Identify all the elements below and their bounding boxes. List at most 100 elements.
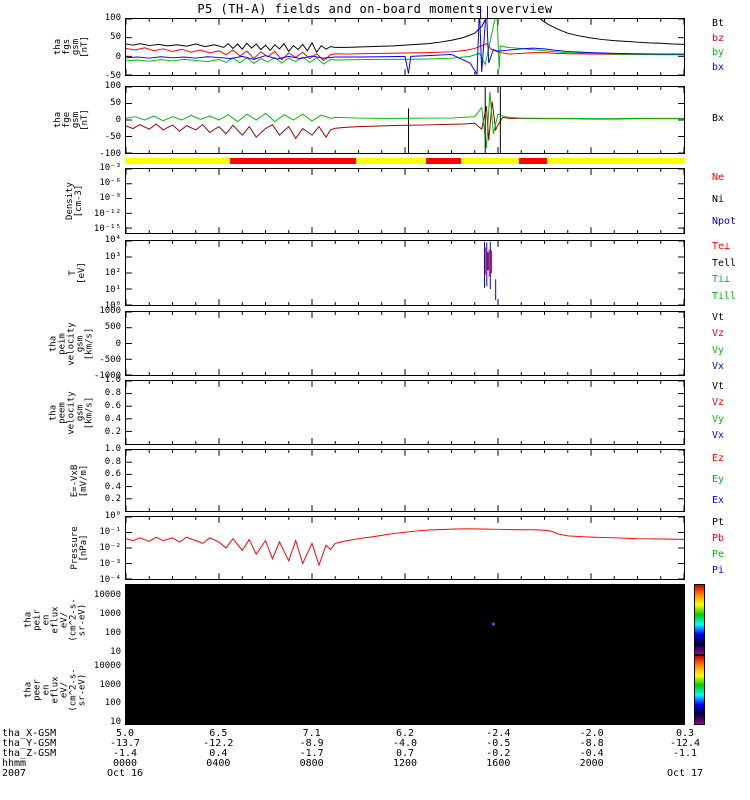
legend-by: by (712, 47, 725, 59)
axis-row-value: -12.4 (669, 738, 701, 749)
legend-Ne: Ne (712, 172, 725, 183)
axis-row-value: -8.9 (299, 738, 324, 749)
ytick-label-temperature: 10³ (104, 251, 121, 262)
panel-velocity-ion (125, 311, 685, 376)
ytick-label-efield: 0.8 (104, 456, 121, 467)
ytick-label-pressure: 10⁰ (104, 511, 121, 521)
y-axis-label-pressure: Pressure [nPa] (70, 526, 89, 570)
ytick-label-fgs: 0 (115, 51, 121, 62)
series-b-darkred (126, 101, 684, 141)
axis-row-value: -8.8 (579, 738, 604, 749)
panel-efield (125, 449, 685, 512)
panel-canvas-fgs (126, 19, 684, 75)
ytick-label-temperature: 10⁰ (104, 301, 121, 311)
panel-canvas-velocity-electron (126, 381, 684, 444)
axis-row-label: hhmm (2, 758, 27, 769)
legend-Vx: Vx (712, 429, 725, 441)
colorbar (694, 584, 705, 655)
ytick-label-temperature: 10¹ (104, 284, 121, 295)
ytick-label-fgs: 50 (110, 32, 121, 43)
field-spike-line (486, 6, 488, 18)
axis-row-value: 7.1 (302, 728, 321, 739)
ytick-label-spectrogram-ion: 10 (110, 647, 121, 658)
legend-Ex: Ex (712, 494, 725, 506)
axis-row-value: 1200 (392, 758, 418, 769)
axis-row-value: 0.3 (675, 728, 695, 739)
ytick-label-velocity-electron: 0.6 (104, 401, 121, 411)
ytick-label-efield: 0.6 (104, 469, 121, 480)
ytick-label-density: 10⁻¹⁵ (93, 223, 121, 234)
y-axis-label-density: Density [cm-3] (65, 182, 84, 220)
ytick-label-spectrogram-ion: 100 (104, 628, 121, 639)
y-axis-label-fgs: tha fgs gsm [nT] (53, 36, 90, 58)
axis-row-value: -12.2 (203, 738, 234, 749)
axis-row-value: 5.0 (115, 728, 135, 739)
axis-row-value: -2.0 (579, 728, 604, 739)
axis-row-value: 0.7 (395, 748, 415, 759)
panel-canvas-fge (126, 87, 684, 153)
ytick-label-velocity-electron: 0.2 (104, 427, 121, 437)
axis-row-value: -1.1 (672, 748, 698, 759)
y-axis-label-velocity-ion: tha peim velocity gsm [km/s] (48, 321, 95, 366)
ytick-label-velocity-electron: 1.0 (104, 375, 121, 385)
panel-canvas-efield (126, 450, 684, 511)
panel-spectrogram-electron (125, 655, 685, 725)
legend-Vy: Vy (712, 413, 725, 425)
roi-red-segment (519, 158, 548, 164)
ytick-label-fge: 0 (115, 115, 121, 125)
panel-density (125, 168, 685, 234)
legend-bx: bx (712, 61, 725, 73)
plot-title: P5 (TH-A) fields and on-board moments ov… (197, 2, 553, 16)
ytick-label-velocity-ion: -1000 (93, 371, 121, 381)
ytick-label-velocity-ion: 1000 (99, 306, 121, 316)
series-by (126, 19, 684, 70)
ytick-label-velocity-ion: 500 (104, 322, 121, 333)
panel-fge (125, 86, 685, 154)
panel-canvas-velocity-ion (126, 312, 684, 375)
legend-Ey: Ey (712, 473, 725, 485)
legend-Pb: Pb (712, 533, 725, 544)
legend-Bx: Bx (712, 113, 725, 124)
ytick-label-efield: 0.4 (104, 481, 121, 492)
ytick-label-fgs: 100 (104, 13, 121, 23)
legend-Pt: Pt (712, 517, 725, 528)
ytick-label-temperature: 10⁴ (104, 235, 121, 245)
ytick-label-density: 10⁻¹² (93, 208, 121, 219)
panel-canvas-temperature (126, 241, 684, 305)
ytick-label-velocity-ion: -500 (99, 354, 121, 365)
ytick-label-fge: 50 (110, 98, 121, 108)
ytick-label-spectrogram-ion: 1000 (99, 609, 121, 620)
y-axis-label-velocity-electron: tha peem velocity gsm [km/s] (48, 390, 95, 435)
legend-Npot: Npot (712, 216, 737, 227)
colorbar (694, 655, 705, 725)
ytick-label-spectrogram-electron: 1000 (99, 679, 121, 690)
axis-row-value: 2000 (579, 758, 604, 769)
axis-row-value: -0.5 (486, 738, 511, 749)
roi-red-segment (230, 158, 356, 164)
legend-Pi: Pi (712, 565, 725, 576)
series-Pb (126, 528, 684, 567)
panel-fgs (125, 18, 685, 76)
roi-red-segment (426, 158, 461, 164)
ytick-label-temperature: 10² (104, 268, 121, 278)
field-spike-line (479, 6, 481, 18)
ytick-label-velocity-electron: 0.8 (104, 388, 121, 398)
panel-canvas-spectrogram-electron (126, 656, 684, 724)
legend-Vy: Vy (712, 344, 725, 356)
panel-velocity-electron (125, 380, 685, 445)
axis-row-value: 6.2 (395, 728, 415, 739)
legend-Vx: Vx (712, 360, 725, 372)
panel-spectrogram-ion (125, 584, 685, 655)
axis-row-label: tha_Y-GSM (2, 738, 57, 749)
legend-Till: Till (712, 290, 737, 302)
y-axis-label-spectrogram-electron: tha peer en eflux eV/ (cm^2-s- sr-eV) (23, 668, 88, 712)
ytick-label-pressure: 10⁻² (99, 543, 121, 553)
axis-row-value: -13.7 (109, 738, 141, 749)
panel-canvas-pressure (126, 517, 684, 579)
ytick-label-pressure: 10⁻⁴ (99, 575, 121, 585)
ytick-label-spectrogram-electron: 100 (104, 698, 121, 709)
axis-row-value: -1.4 (112, 748, 138, 759)
series-bz (126, 43, 684, 62)
panel-canvas-density (126, 169, 684, 233)
axis-row-value: 6.5 (209, 728, 228, 739)
